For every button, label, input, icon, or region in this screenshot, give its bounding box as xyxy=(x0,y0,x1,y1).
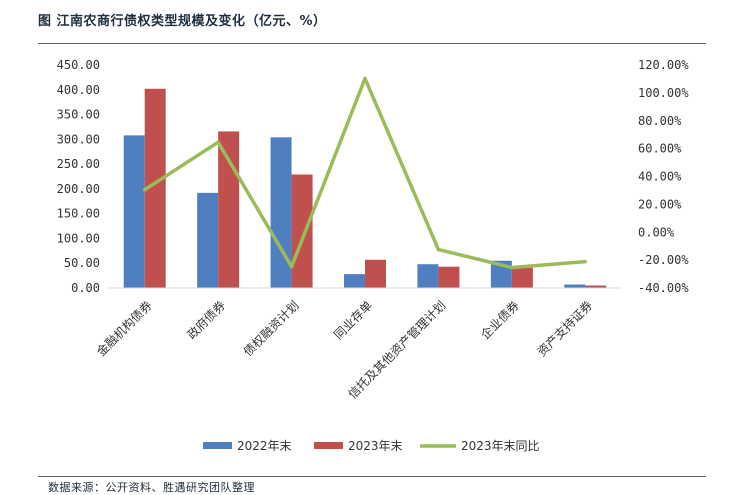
right-tick-label: -20.00% xyxy=(638,253,689,267)
legend-label-2: 2023年末同比 xyxy=(461,439,540,453)
yoy-point-4 xyxy=(436,247,441,252)
bar-2023-5 xyxy=(511,267,533,288)
chart-area: 0.00 50.00 100.00 150.00 200.00 250.00 300.00 3… xyxy=(57,58,690,453)
right-tick-label: 40.00% xyxy=(638,170,682,184)
yoy-point-0 xyxy=(142,187,147,192)
legend-swatch-1 xyxy=(314,442,343,449)
bar-2023-1 xyxy=(218,131,240,288)
yoy-point-1 xyxy=(216,140,220,145)
bar-2022-4 xyxy=(417,264,439,288)
left-tick-label: 450.00 xyxy=(57,58,100,72)
right-tick-label: 60.00% xyxy=(638,142,682,156)
yoy-line-series xyxy=(142,76,588,270)
source-note: 数据来源：公开资料、胜遇研究团队整理 xyxy=(48,481,255,494)
chart-title: 图 江南农商行债权类型规模及变化（亿元、%） xyxy=(38,14,327,29)
bar-2023-4 xyxy=(438,266,460,288)
category-label: 资产支持证券 xyxy=(534,298,596,360)
legend-label-1: 2023年末 xyxy=(348,439,403,453)
category-label: 金融机构债券 xyxy=(93,298,155,360)
left-axis: 0.00 50.00 100.00 150.00 200.00 250.00 300.00 3… xyxy=(57,58,100,295)
bar-2022-3 xyxy=(344,274,365,288)
bar-2023-0 xyxy=(144,88,166,288)
bar-2022-1 xyxy=(197,192,219,288)
right-tick-label: 120.00% xyxy=(638,58,689,72)
left-tick-label: 300.00 xyxy=(57,132,100,146)
category-label: 政府债券 xyxy=(184,298,229,343)
yoy-point-6 xyxy=(583,259,588,264)
left-tick-label: 400.00 xyxy=(57,83,100,97)
legend-label-0: 2022年末 xyxy=(237,439,292,453)
right-tick-label: 80.00% xyxy=(638,114,682,128)
yoy-point-3 xyxy=(363,76,367,81)
category-label: 企业债券 xyxy=(477,298,522,343)
right-tick-label: 20.00% xyxy=(638,197,682,211)
bar-2022-6 xyxy=(564,284,586,288)
left-tick-label: 250.00 xyxy=(57,157,100,171)
yoy-point-5 xyxy=(510,265,514,270)
left-tick-label: 200.00 xyxy=(57,182,100,196)
left-tick-label: 100.00 xyxy=(57,231,100,245)
category-label: 同业存单 xyxy=(331,298,375,342)
left-tick-label: 0.00 xyxy=(71,281,100,295)
bar-2023-6 xyxy=(585,285,607,288)
legend: 2022年末 2023年末 2023年末同比 xyxy=(203,439,540,453)
title-divider xyxy=(38,43,706,44)
left-tick-label: 150.00 xyxy=(57,207,100,221)
yoy-point-2 xyxy=(289,264,294,269)
left-tick-label: 50.00 xyxy=(64,256,100,270)
bar-2023-3 xyxy=(365,259,386,288)
footer-divider xyxy=(38,476,706,477)
category-label: 债权融资计划 xyxy=(241,298,302,359)
legend-swatch-0 xyxy=(203,442,232,449)
right-axis: -40.00% -20.00% 0.00% 20.00% 40.00% 60.00% 80.… xyxy=(638,58,689,295)
bar-2022-2 xyxy=(270,137,292,288)
bar-2023-2 xyxy=(291,174,313,288)
right-tick-label: 100.00% xyxy=(638,86,689,100)
right-tick-label: 0.00% xyxy=(638,225,675,239)
bar-2022-0 xyxy=(123,135,145,288)
left-tick-label: 350.00 xyxy=(57,108,100,122)
bar-series xyxy=(123,88,607,288)
right-tick-label: -40.00% xyxy=(638,281,689,295)
